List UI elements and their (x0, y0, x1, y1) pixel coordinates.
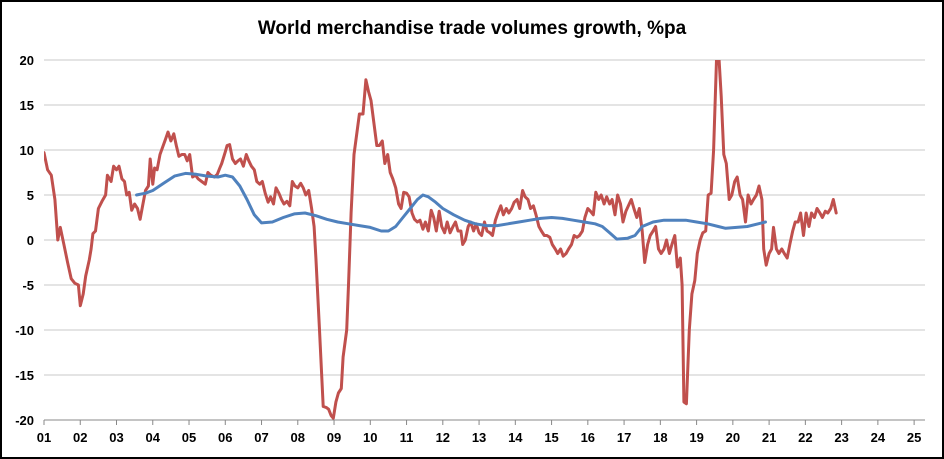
grid-lines (44, 59, 925, 421)
x-tick-labels: 01 02 03 04 05 06 07 08 09 10 11 12 13 14 15 16 17 18 19 20… (37, 420, 921, 445)
x-tick-label: 25 (907, 430, 921, 445)
y-tick-label: 0 (27, 233, 34, 248)
x-tick-label: 01 (37, 430, 51, 445)
x-tick-label: 06 (218, 430, 232, 445)
y-tick-label: -15 (15, 368, 34, 383)
x-tick-label: 21 (762, 430, 776, 445)
x-tick-label: 20 (726, 430, 740, 445)
x-tick-label: 02 (73, 430, 87, 445)
y-tick-label: -20 (15, 413, 34, 428)
x-tick-label: 13 (472, 430, 486, 445)
x-tick-label: 07 (254, 430, 268, 445)
y-tick-label: 10 (20, 143, 34, 158)
x-tick-label: 03 (109, 430, 123, 445)
x-tick-label: 22 (798, 430, 812, 445)
x-tick-label: 05 (182, 430, 196, 445)
y-tick-label: 15 (20, 98, 34, 113)
x-tick-label: 10 (363, 430, 377, 445)
x-tick-label: 17 (617, 430, 631, 445)
y-tick-label: -5 (22, 278, 34, 293)
y-tick-labels: 20 15 10 5 0 -5 -10 -15 -20 (15, 53, 34, 428)
x-tick-label: 23 (834, 430, 848, 445)
x-tick-label: 16 (581, 430, 595, 445)
x-tick-label: 14 (508, 430, 523, 445)
series-line-blue (135, 171, 767, 241)
data-series (44, 60, 838, 420)
x-tick-label: 19 (689, 430, 703, 445)
x-tick-label: 09 (327, 430, 341, 445)
x-tick-label: 04 (146, 430, 161, 445)
y-tick-label: -10 (15, 323, 34, 338)
x-tick-label: 18 (653, 430, 667, 445)
x-tick-label: 08 (291, 430, 305, 445)
x-tick-label: 15 (544, 430, 558, 445)
series-line-red (44, 60, 838, 420)
y-tick-label: 20 (20, 53, 34, 68)
x-tick-label: 11 (400, 430, 414, 445)
chart-title: World merchandise trade volumes growth, … (258, 18, 687, 39)
y-tick-label: 5 (27, 188, 34, 203)
x-tick-label: 12 (436, 430, 450, 445)
x-tick-label: 24 (871, 430, 886, 445)
